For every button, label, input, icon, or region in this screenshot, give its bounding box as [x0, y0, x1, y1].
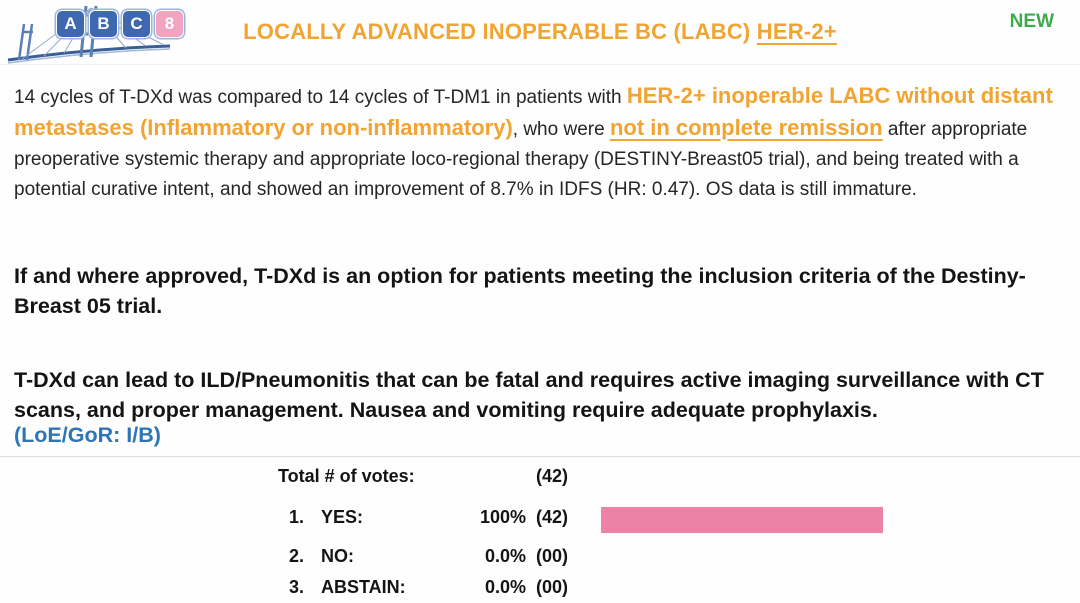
- vote-count: (00): [536, 546, 569, 566]
- vote-percent: 100%: [479, 507, 526, 527]
- vote-bar: [601, 507, 883, 533]
- page-title: LOCALLY ADVANCED INOPERABLE BC (LABC) HE…: [0, 19, 1080, 45]
- vote-row-no: 2. NO: 0.0% (00): [0, 546, 1080, 573]
- vote-row-abstain: 3. ABSTAIN: 0.0% (00): [0, 577, 1080, 603]
- logo-tile-b: B: [89, 10, 118, 38]
- intro-seg-5: after appropriate preoperative systemic …: [14, 119, 1028, 200]
- vote-total-value: (42): [536, 466, 569, 486]
- intro-seg-3: , who were: [512, 119, 610, 140]
- vote-rank: 2.: [289, 546, 305, 566]
- logo-tile-a: A: [56, 10, 85, 38]
- page-title-main: LOCALLY ADVANCED INOPERABLE BC (LABC): [243, 19, 757, 44]
- new-badge: NEW: [1009, 11, 1054, 32]
- vote-option-label: ABSTAIN:: [321, 577, 406, 597]
- intro-paragraph: 14 cycles of T-DXd was compared to 14 cy…: [14, 81, 1062, 205]
- vote-row-yes: 1. YES: 100% (42): [0, 507, 1080, 534]
- statement-approval: If and where approved, T-DXd is an optio…: [14, 264, 1026, 318]
- vote-rank: 3.: [289, 577, 305, 597]
- logo-tile-8: 8: [155, 10, 184, 38]
- vote-total-row: Total # of votes: (42): [0, 466, 1080, 490]
- vote-option-label: NO:: [321, 546, 354, 566]
- vote-count: (42): [536, 507, 569, 527]
- page-title-underlined: HER-2+: [756, 19, 837, 44]
- vote-percent: 0.0%: [484, 577, 526, 597]
- divider-line: [0, 456, 1080, 457]
- vote-count: (00): [536, 577, 569, 597]
- vote-rank: 1.: [289, 507, 305, 527]
- header-band: [0, 0, 1080, 65]
- intro-seg-highlight: HER-2+ inoperable LABC without distant m…: [14, 83, 1053, 140]
- abc8-letter-tiles: A B C 8: [56, 10, 184, 38]
- vote-percent: 0.0%: [484, 546, 526, 566]
- logo-tile-c: C: [122, 10, 151, 38]
- intro-seg-1: 14 cycles of T-DXd was compared to 14 cy…: [14, 87, 627, 108]
- vote-option-label: YES:: [321, 507, 364, 527]
- intro-seg-highlight-underlined: not in complete remission: [609, 115, 883, 140]
- abc8-logo: A B C 8: [6, 2, 184, 64]
- loe-gor-label: (LoE/GoR: I/B): [14, 423, 161, 447]
- vote-total-label: Total # of votes:: [278, 466, 415, 486]
- statement-safety: T-DXd can lead to ILD/Pneumonitis that c…: [14, 368, 1044, 422]
